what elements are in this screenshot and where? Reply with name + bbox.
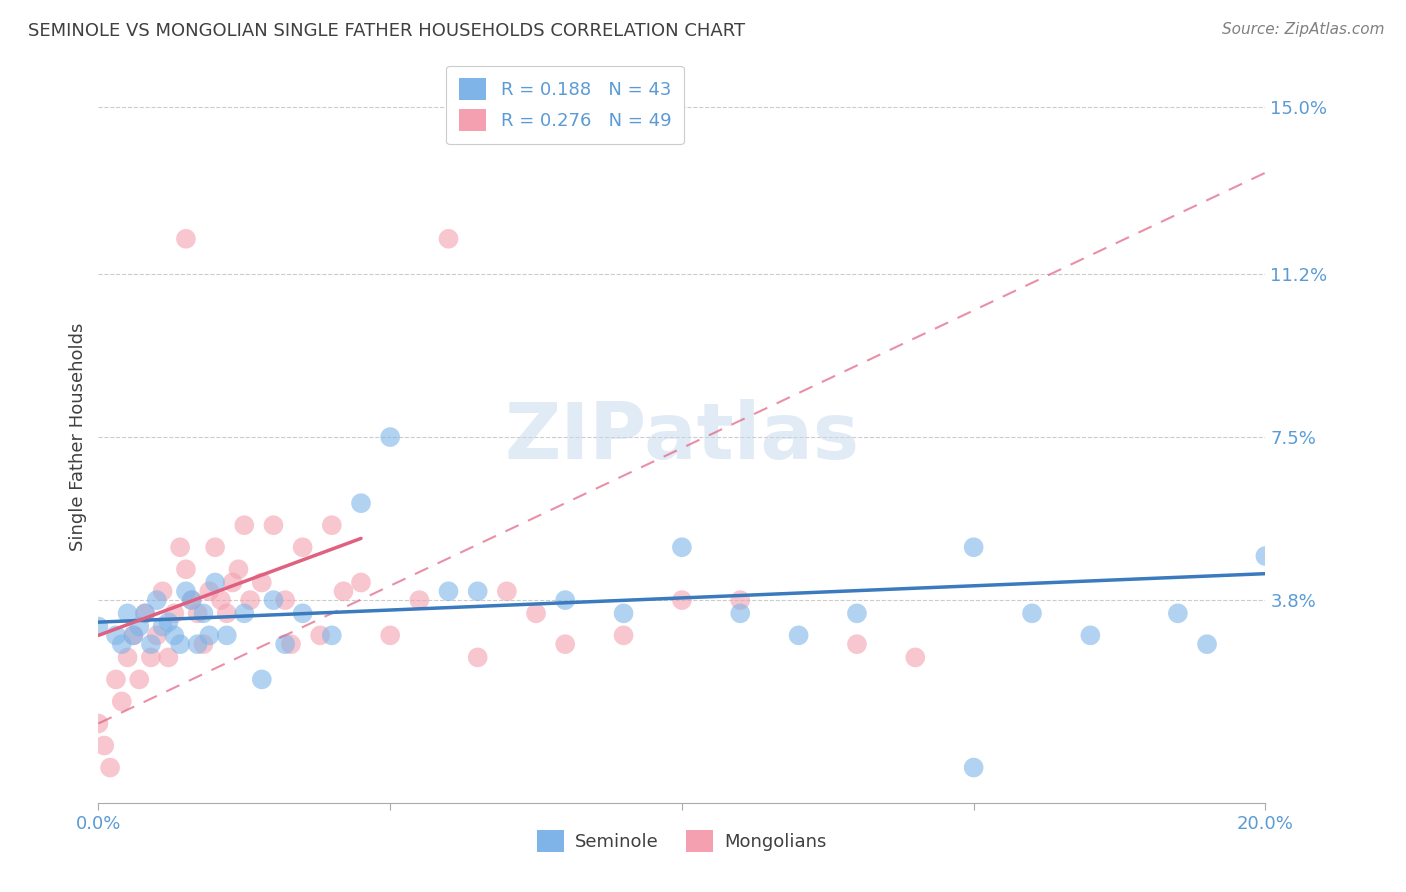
Point bbox=[904, 650, 927, 665]
Point bbox=[1080, 628, 1102, 642]
Point bbox=[280, 637, 302, 651]
Point bbox=[1254, 549, 1277, 563]
Point bbox=[146, 593, 169, 607]
Point bbox=[274, 637, 297, 651]
Point bbox=[291, 540, 314, 554]
Y-axis label: Single Father Households: Single Father Households bbox=[69, 323, 87, 551]
Point bbox=[408, 593, 430, 607]
Point bbox=[671, 540, 693, 554]
Point bbox=[554, 593, 576, 607]
Point bbox=[157, 615, 180, 629]
Point bbox=[380, 628, 402, 642]
Point bbox=[350, 496, 373, 510]
Point bbox=[380, 430, 402, 444]
Point bbox=[193, 637, 215, 651]
Point bbox=[554, 637, 576, 651]
Point bbox=[152, 619, 174, 633]
Point bbox=[157, 650, 180, 665]
Point bbox=[122, 628, 145, 642]
Point bbox=[321, 518, 343, 533]
Point bbox=[104, 628, 127, 642]
Point bbox=[87, 716, 110, 731]
Point bbox=[350, 575, 373, 590]
Point bbox=[174, 584, 197, 599]
Point bbox=[250, 673, 273, 687]
Point bbox=[467, 584, 489, 599]
Point bbox=[98, 760, 121, 774]
Point bbox=[437, 232, 460, 246]
Point bbox=[139, 637, 162, 651]
Point bbox=[274, 593, 297, 607]
Point bbox=[128, 673, 150, 687]
Point bbox=[962, 760, 984, 774]
Point bbox=[437, 584, 460, 599]
Point bbox=[152, 584, 174, 599]
Point bbox=[134, 607, 156, 621]
Point bbox=[104, 673, 127, 687]
Point bbox=[134, 607, 156, 621]
Point bbox=[93, 739, 115, 753]
Text: ZIPatlas: ZIPatlas bbox=[505, 399, 859, 475]
Point bbox=[962, 540, 984, 554]
Point bbox=[174, 232, 197, 246]
Point bbox=[730, 607, 752, 621]
Point bbox=[730, 593, 752, 607]
Point bbox=[612, 607, 634, 621]
Point bbox=[122, 628, 145, 642]
Point bbox=[117, 650, 139, 665]
Point bbox=[128, 619, 150, 633]
Point bbox=[228, 562, 250, 576]
Text: SEMINOLE VS MONGOLIAN SINGLE FATHER HOUSEHOLDS CORRELATION CHART: SEMINOLE VS MONGOLIAN SINGLE FATHER HOUS… bbox=[28, 22, 745, 40]
Point bbox=[262, 518, 284, 533]
Point bbox=[846, 607, 869, 621]
Legend: Seminole, Mongolians: Seminole, Mongolians bbox=[530, 823, 834, 860]
Point bbox=[239, 593, 262, 607]
Point bbox=[174, 562, 197, 576]
Point bbox=[169, 637, 191, 651]
Text: Source: ZipAtlas.com: Source: ZipAtlas.com bbox=[1222, 22, 1385, 37]
Point bbox=[1167, 607, 1189, 621]
Point bbox=[846, 637, 869, 651]
Point bbox=[117, 607, 139, 621]
Point bbox=[309, 628, 332, 642]
Point bbox=[111, 694, 134, 708]
Point bbox=[787, 628, 810, 642]
Point bbox=[187, 607, 209, 621]
Point bbox=[169, 540, 191, 554]
Point bbox=[87, 619, 110, 633]
Point bbox=[198, 628, 221, 642]
Point bbox=[180, 593, 202, 607]
Point bbox=[204, 575, 226, 590]
Point bbox=[221, 575, 243, 590]
Point bbox=[193, 607, 215, 621]
Point bbox=[204, 540, 226, 554]
Point bbox=[321, 628, 343, 642]
Point bbox=[1195, 637, 1218, 651]
Point bbox=[250, 575, 273, 590]
Point bbox=[291, 607, 314, 621]
Point bbox=[139, 650, 162, 665]
Point bbox=[180, 593, 202, 607]
Point bbox=[467, 650, 489, 665]
Point bbox=[187, 637, 209, 651]
Point bbox=[612, 628, 634, 642]
Point bbox=[1021, 607, 1043, 621]
Point bbox=[496, 584, 519, 599]
Point bbox=[262, 593, 284, 607]
Point bbox=[215, 628, 238, 642]
Point bbox=[671, 593, 693, 607]
Point bbox=[163, 628, 186, 642]
Point bbox=[233, 607, 256, 621]
Point bbox=[524, 607, 547, 621]
Point bbox=[163, 607, 186, 621]
Point bbox=[146, 628, 169, 642]
Point bbox=[332, 584, 354, 599]
Point bbox=[111, 637, 134, 651]
Point bbox=[198, 584, 221, 599]
Point bbox=[233, 518, 256, 533]
Point bbox=[209, 593, 232, 607]
Point bbox=[215, 607, 238, 621]
